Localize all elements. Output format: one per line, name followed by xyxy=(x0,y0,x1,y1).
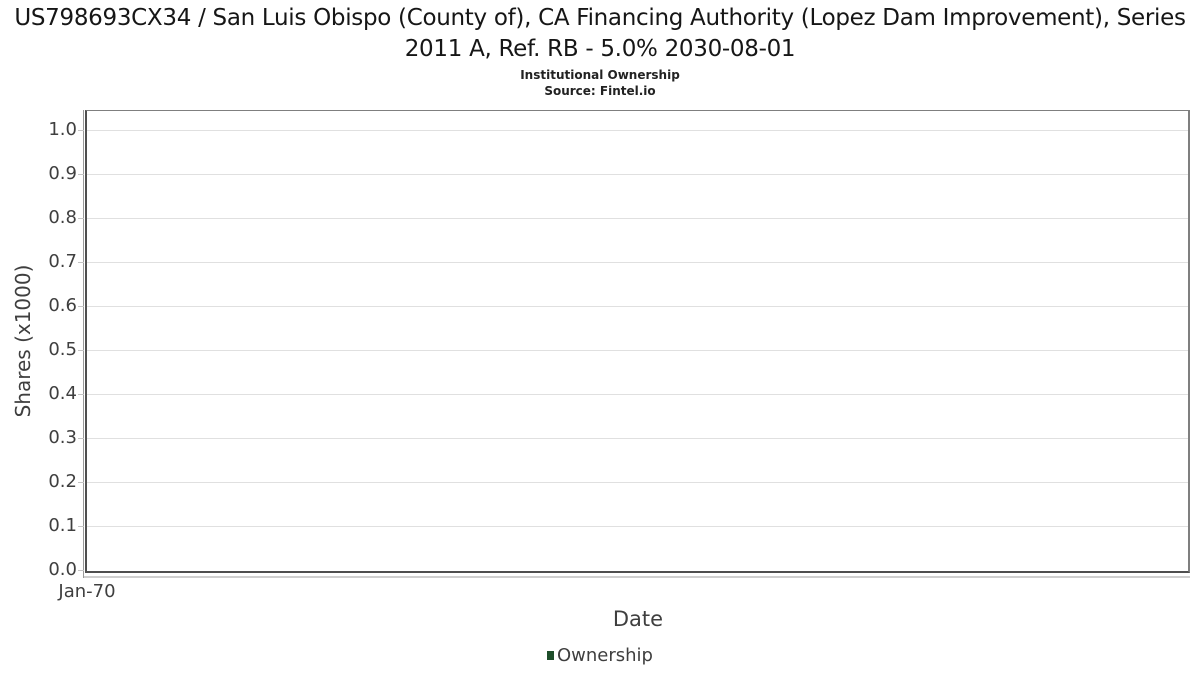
y-tick-mark xyxy=(78,306,84,307)
y-tick-mark xyxy=(78,526,84,527)
y-tick-label: 0.3 xyxy=(48,427,77,448)
y-tick-label: 0.5 xyxy=(48,339,77,360)
y-tick-mark xyxy=(78,174,84,175)
y-tick-mark xyxy=(78,482,84,483)
y-axis-line xyxy=(83,110,84,578)
y-tick-mark xyxy=(78,350,84,351)
y-axis-title: Shares (x1000) xyxy=(11,264,35,418)
y-tick-label: 0.2 xyxy=(48,471,77,492)
y-gridline xyxy=(87,174,1188,175)
y-tick-label: 0.7 xyxy=(48,251,77,272)
chart-source-credit: Source: Fintel.io xyxy=(544,84,656,98)
x-axis-title: Date xyxy=(612,607,664,631)
y-gridline xyxy=(87,394,1188,395)
chart-legend: Ownership xyxy=(0,645,1200,666)
y-tick-label: 0.0 xyxy=(48,559,77,580)
plot-area xyxy=(85,110,1190,573)
legend-series-label: Ownership xyxy=(557,645,653,666)
y-gridline xyxy=(87,350,1188,351)
x-tick-label: Jan-70 xyxy=(58,581,116,602)
y-gridline xyxy=(87,438,1188,439)
y-tick-mark xyxy=(78,130,84,131)
y-tick-mark xyxy=(78,570,84,571)
y-gridline xyxy=(87,218,1188,219)
legend-series-marker-icon xyxy=(547,651,554,660)
y-tick-mark xyxy=(78,262,84,263)
y-tick-label: 0.6 xyxy=(48,295,77,316)
chart-subtitle: Institutional Ownership xyxy=(520,68,680,82)
y-gridline xyxy=(87,130,1188,131)
y-tick-label: 0.4 xyxy=(48,383,77,404)
y-gridline xyxy=(87,306,1188,307)
y-gridline xyxy=(87,482,1188,483)
y-tick-label: 0.8 xyxy=(48,207,77,228)
chart-title: US798693CX34 / San Luis Obispo (County o… xyxy=(14,5,1186,62)
y-tick-label: 0.9 xyxy=(48,163,77,184)
y-tick-mark xyxy=(78,394,84,395)
x-axis-line xyxy=(84,576,1190,578)
y-tick-label: 1.0 xyxy=(48,119,77,140)
y-tick-mark xyxy=(78,218,84,219)
y-gridline xyxy=(87,262,1188,263)
y-tick-mark xyxy=(78,438,84,439)
y-tick-label: 0.1 xyxy=(48,515,77,536)
legend-item-ownership[interactable]: Ownership xyxy=(547,645,653,666)
y-gridline xyxy=(87,526,1188,527)
